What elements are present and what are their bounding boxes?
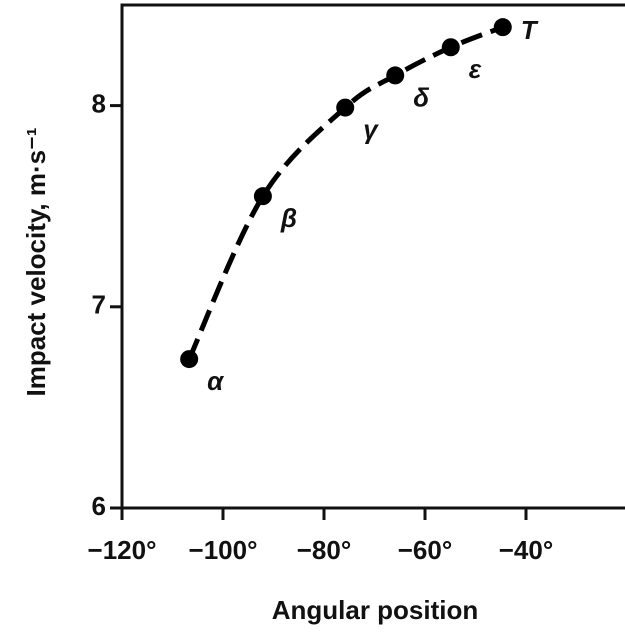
x-tick-label: −120° xyxy=(88,535,157,565)
point-label: β xyxy=(280,203,297,233)
point-label: δ xyxy=(413,82,429,112)
point xyxy=(441,38,460,57)
point xyxy=(253,187,272,206)
y-tick-label: 8 xyxy=(92,88,106,118)
point xyxy=(180,350,199,369)
y-tick-label: 6 xyxy=(92,491,106,521)
x-tick-label: −60° xyxy=(398,535,453,565)
x-tick-label: −100° xyxy=(189,535,258,565)
point xyxy=(386,66,405,85)
x-axis-label: Angular position xyxy=(272,595,479,625)
x-tick-label: −80° xyxy=(297,535,352,565)
point-label: γ xyxy=(363,114,379,144)
axis-frame xyxy=(120,3,625,510)
x-tick-label: −40° xyxy=(499,535,554,565)
point xyxy=(336,98,355,117)
point-label: α xyxy=(207,366,225,396)
point-label: ε xyxy=(469,54,482,84)
point xyxy=(493,18,512,37)
curve xyxy=(186,24,504,361)
y-tick-label: 7 xyxy=(92,290,106,320)
point-label: T xyxy=(521,15,539,45)
y-axis-label: Impact velocity, m·s⁻¹ xyxy=(21,128,51,397)
